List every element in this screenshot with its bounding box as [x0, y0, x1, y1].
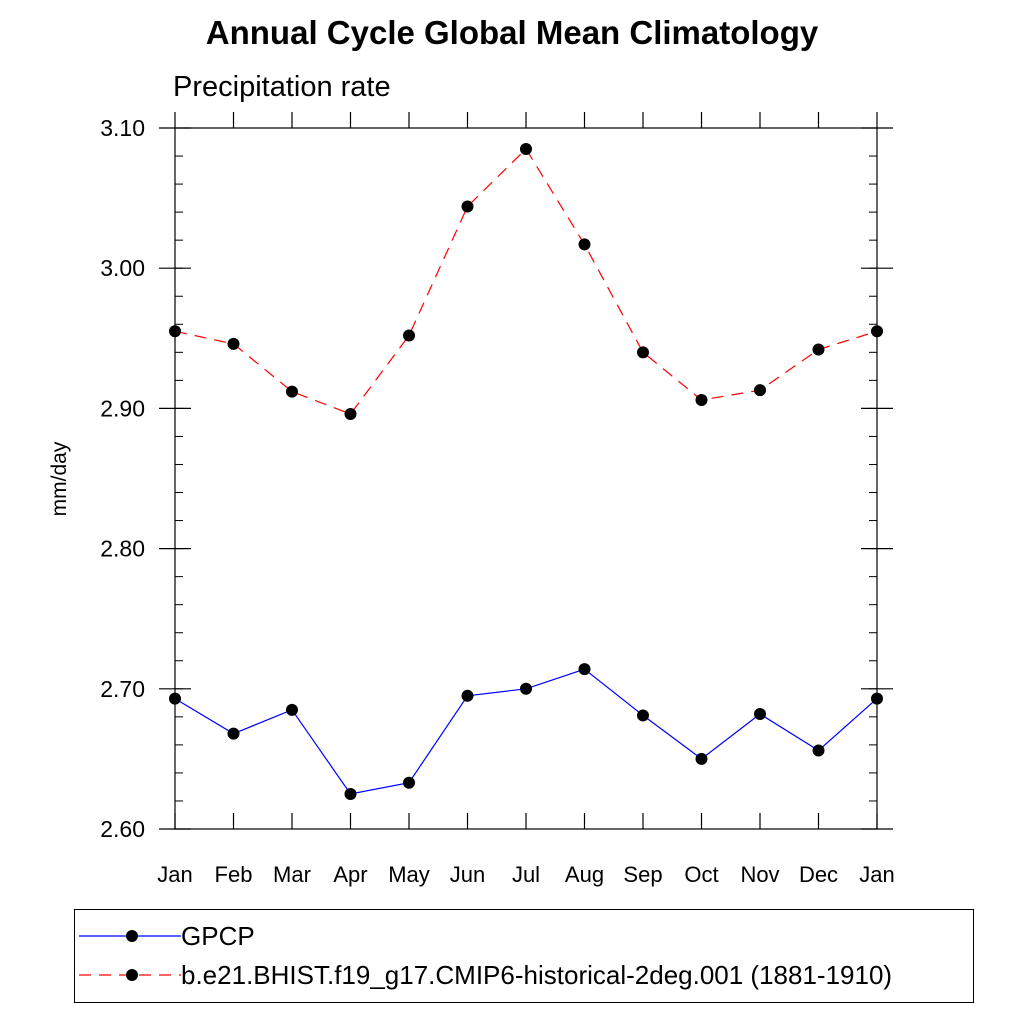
x-tick-label: Dec — [799, 862, 838, 887]
legend-item-model: b.e21.BHIST.f19_g17.CMIP6-historical-2de… — [75, 957, 973, 993]
x-tick-label: Apr — [333, 862, 367, 887]
y-tick-label: 2.90 — [100, 395, 145, 421]
series-point-0 — [812, 744, 825, 757]
series-point-1 — [578, 238, 591, 251]
series-point-0 — [344, 787, 357, 800]
series-point-0 — [578, 663, 591, 676]
series-point-0 — [403, 776, 415, 789]
line-chart: Jan Feb Mar Apr May Jun Jul Aug Sep Oct Nov Dec Jan 2… — [48, 112, 895, 887]
series-point-1 — [403, 329, 415, 342]
series-point-0 — [227, 727, 240, 740]
series-point-0 — [695, 752, 708, 765]
x-tick-label: Jul — [512, 862, 540, 887]
series-point-1 — [227, 337, 240, 350]
y-tick-label: 3.00 — [100, 255, 145, 281]
legend-item-gpcp: GPCP — [75, 918, 973, 954]
plot-frame — [174, 127, 878, 830]
series-line-1 — [174, 148, 878, 415]
chart-title: Annual Cycle Global Mean Climatology — [205, 14, 819, 51]
series-point-1 — [754, 384, 766, 397]
x-tick-label: Nov — [740, 862, 779, 887]
y-tick-label: 2.70 — [100, 676, 145, 702]
legend: GPCP b.e21.BHIST.f19_g17.CMIP6-historica… — [74, 909, 974, 1003]
y-tick-label: 2.80 — [100, 536, 145, 562]
series-point-0 — [637, 709, 649, 722]
x-tick-label: May — [388, 862, 430, 887]
x-tick-label: Oct — [684, 862, 718, 887]
legend-label-model: b.e21.BHIST.f19_g17.CMIP6-historical-2de… — [181, 960, 893, 990]
series-point-0 — [169, 692, 181, 705]
series-layer — [169, 143, 883, 800]
x-tick-label: Aug — [565, 862, 604, 887]
x-tick-label: Mar — [273, 862, 311, 887]
series-point-0 — [871, 692, 883, 705]
chart-subtitle: Precipitation rate — [173, 71, 391, 103]
series-point-1 — [637, 346, 649, 359]
series-point-1 — [461, 200, 474, 213]
series-point-0 — [754, 708, 766, 721]
y-tick-label: 3.10 — [100, 115, 145, 141]
series-point-1 — [286, 385, 298, 398]
y-tick-label: 2.60 — [100, 816, 145, 842]
x-tick-label: Sep — [623, 862, 662, 887]
x-tick-label: Feb — [215, 862, 253, 887]
series-point-1 — [169, 325, 181, 338]
legend-key-gpcp — [79, 930, 181, 942]
axes: Jan Feb Mar Apr May Jun Jul Aug Sep Oct Nov Dec Jan 2… — [100, 112, 895, 887]
series-point-1 — [520, 143, 532, 156]
x-tick-label: Jan — [157, 862, 192, 887]
series-point-0 — [520, 682, 532, 695]
series-point-0 — [461, 689, 474, 702]
y-axis-label: mm/day — [48, 441, 71, 516]
x-tick-label: Jun — [450, 862, 485, 887]
series-point-1 — [695, 393, 708, 406]
x-tick-label: Jan — [859, 862, 894, 887]
series-point-1 — [344, 408, 357, 421]
series-point-0 — [286, 703, 298, 716]
legend-key-model — [79, 969, 181, 981]
series-point-1 — [812, 343, 825, 356]
series-point-1 — [871, 325, 883, 338]
legend-label-gpcp: GPCP — [181, 921, 255, 951]
